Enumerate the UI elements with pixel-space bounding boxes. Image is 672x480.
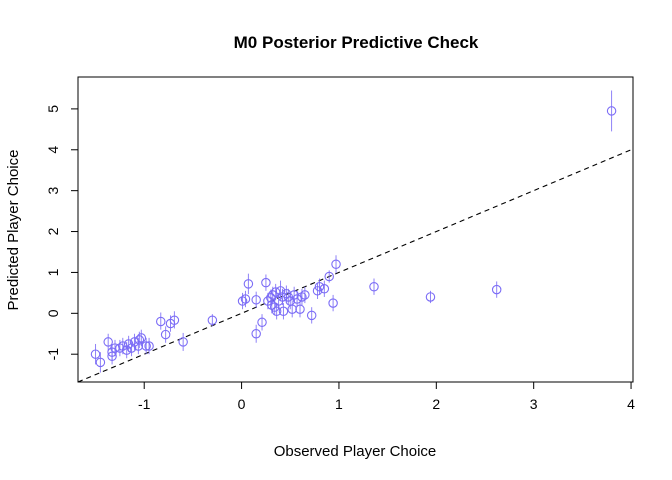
data-point bbox=[251, 329, 261, 339]
data-point bbox=[491, 284, 502, 295]
data-point bbox=[156, 316, 166, 327]
data-point bbox=[243, 279, 254, 289]
data-point bbox=[271, 306, 282, 317]
y-tick-label: 0 bbox=[45, 309, 61, 317]
data-point bbox=[267, 290, 278, 300]
data-point bbox=[331, 259, 341, 270]
x-axis: -1 0 1 2 3 4 bbox=[138, 381, 635, 412]
chart-title: M0 Posterior Predictive Check bbox=[234, 33, 479, 52]
data-point bbox=[297, 292, 307, 302]
data-point bbox=[328, 298, 338, 308]
data-point bbox=[207, 315, 218, 326]
data-point bbox=[169, 315, 180, 326]
data-point bbox=[134, 335, 145, 345]
data-point bbox=[178, 337, 188, 347]
y-tick-label: 3 bbox=[45, 187, 61, 195]
y-tick-label: 2 bbox=[45, 227, 61, 235]
data-point bbox=[160, 329, 171, 340]
y-tick-label: 4 bbox=[45, 146, 61, 154]
y-tick-label: -1 bbox=[45, 348, 61, 361]
data-point bbox=[126, 343, 137, 353]
data-point bbox=[103, 337, 113, 347]
data-point bbox=[425, 292, 436, 302]
reference-line bbox=[77, 148, 634, 383]
x-tick-label: 4 bbox=[627, 396, 635, 412]
x-axis-label: Observed Player Choice bbox=[274, 443, 437, 460]
data-point bbox=[314, 281, 325, 292]
data-point bbox=[237, 296, 248, 306]
data-point bbox=[267, 300, 277, 310]
data-point bbox=[251, 295, 261, 305]
y-tick-label: 1 bbox=[45, 268, 61, 276]
data-point bbox=[287, 304, 297, 314]
data-point bbox=[266, 293, 276, 303]
data-point bbox=[275, 286, 286, 296]
data-point bbox=[295, 304, 305, 314]
data-point bbox=[107, 351, 117, 361]
data-point bbox=[270, 287, 281, 297]
x-tick-label: 1 bbox=[335, 396, 343, 412]
data-point bbox=[300, 290, 310, 300]
y-tick-label: 5 bbox=[45, 105, 61, 113]
data-point bbox=[278, 306, 289, 317]
data-point bbox=[257, 317, 267, 328]
data-point bbox=[115, 343, 125, 353]
data-points-group bbox=[90, 90, 617, 373]
x-tick-label: 0 bbox=[238, 396, 246, 412]
reference-line-group bbox=[77, 148, 634, 383]
data-point bbox=[240, 294, 251, 304]
data-point bbox=[141, 341, 151, 351]
data-point bbox=[306, 310, 317, 321]
data-point bbox=[133, 341, 144, 351]
data-point bbox=[324, 271, 334, 282]
data-point bbox=[292, 294, 302, 304]
data-point bbox=[95, 357, 106, 368]
data-point bbox=[90, 349, 101, 359]
data-point bbox=[261, 277, 271, 288]
data-point bbox=[144, 341, 154, 351]
y-axis: -1 0 1 2 3 4 5 bbox=[45, 105, 79, 361]
data-point bbox=[606, 106, 617, 116]
y-axis-label: Predicted Player Choice bbox=[5, 150, 22, 311]
data-point bbox=[369, 281, 379, 292]
data-point bbox=[136, 333, 147, 343]
data-point bbox=[121, 345, 132, 355]
x-tick-label: 2 bbox=[432, 396, 440, 412]
x-tick-label: -1 bbox=[138, 396, 151, 412]
data-point bbox=[319, 284, 330, 294]
x-tick-label: 3 bbox=[530, 396, 538, 412]
